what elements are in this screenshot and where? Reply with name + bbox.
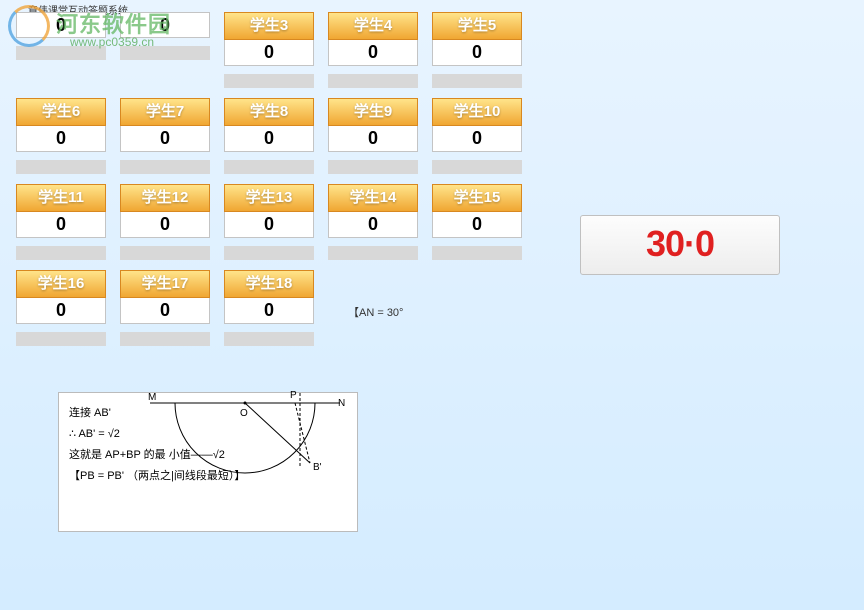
student-progress-bar: [120, 160, 210, 174]
geometry-diagram: M O P N B': [140, 388, 350, 488]
student-progress-bar: [432, 74, 522, 88]
student-card[interactable]: 学生80: [224, 98, 314, 174]
student-progress-bar: [328, 246, 418, 260]
student-progress-bar: [224, 160, 314, 174]
student-card[interactable]: 学生30: [224, 12, 314, 88]
student-header: 学生18: [224, 270, 314, 298]
student-card[interactable]: 学生100: [432, 98, 522, 174]
student-card[interactable]: 学生40: [328, 12, 418, 88]
student-card[interactable]: 学生160: [16, 270, 106, 346]
student-score: 0: [432, 212, 522, 238]
student-score: 0: [16, 298, 106, 324]
student-card[interactable]: 学生180: [224, 270, 314, 346]
student-progress-bar: [432, 160, 522, 174]
student-header: 学生4: [328, 12, 418, 40]
student-progress-bar: [120, 46, 210, 60]
angle-annotation: 【AN = 30°: [348, 304, 403, 320]
student-progress-bar: [16, 246, 106, 260]
point-M: M: [148, 392, 156, 403]
student-score: 0: [16, 126, 106, 152]
student-card[interactable]: 0: [120, 12, 210, 88]
student-score: 0: [16, 212, 106, 238]
student-header: 学生13: [224, 184, 314, 212]
point-P: P: [290, 390, 297, 401]
student-progress-bar: [16, 46, 106, 60]
student-score: 0: [432, 126, 522, 152]
student-header: 学生16: [16, 270, 106, 298]
student-card[interactable]: 学生70: [120, 98, 210, 174]
student-score: 0: [224, 40, 314, 66]
student-header: 学生12: [120, 184, 210, 212]
point-B: B': [313, 462, 322, 473]
student-score: 0: [120, 12, 210, 38]
student-header: 学生11: [16, 184, 106, 212]
student-header: 学生9: [328, 98, 418, 126]
student-header: 学生5: [432, 12, 522, 40]
student-card[interactable]: 学生60: [16, 98, 106, 174]
student-header: 学生3: [224, 12, 314, 40]
student-score: 0: [432, 40, 522, 66]
grid-row-2: 学生60学生70学生80学生90学生100: [16, 98, 522, 174]
student-card[interactable]: 学生120: [120, 184, 210, 260]
student-score: 0: [224, 126, 314, 152]
student-header: 学生6: [16, 98, 106, 126]
student-progress-bar: [120, 246, 210, 260]
timer-value: 30·0: [581, 216, 779, 272]
student-progress-bar: [432, 246, 522, 260]
student-progress-bar: [224, 332, 314, 346]
student-score: 0: [120, 126, 210, 152]
student-card[interactable]: 学生150: [432, 184, 522, 260]
student-card[interactable]: 学生110: [16, 184, 106, 260]
student-card[interactable]: 学生140: [328, 184, 418, 260]
student-progress-bar: [224, 246, 314, 260]
grid-row-4: 学生160学生170学生180: [16, 270, 522, 346]
student-progress-bar: [224, 74, 314, 88]
student-score: 0: [224, 212, 314, 238]
student-progress-bar: [16, 332, 106, 346]
student-header: 学生8: [224, 98, 314, 126]
student-card[interactable]: 学生130: [224, 184, 314, 260]
student-score: 0: [120, 298, 210, 324]
student-score: 0: [328, 40, 418, 66]
grid-row-1: 00学生30学生40学生50: [16, 12, 522, 88]
student-card[interactable]: 学生50: [432, 12, 522, 88]
student-score: 0: [16, 12, 106, 38]
student-score: 0: [328, 126, 418, 152]
student-header: 学生7: [120, 98, 210, 126]
student-header: 学生17: [120, 270, 210, 298]
student-progress-bar: [328, 160, 418, 174]
student-score: 0: [328, 212, 418, 238]
student-header: 学生10: [432, 98, 522, 126]
student-card[interactable]: 0: [16, 12, 106, 88]
student-card[interactable]: 学生170: [120, 270, 210, 346]
student-progress-bar: [328, 74, 418, 88]
point-N: N: [338, 398, 345, 409]
student-header: 学生15: [432, 184, 522, 212]
timer-display[interactable]: 30·0: [580, 215, 780, 275]
student-grid: 00学生30学生40学生50 学生60学生70学生80学生90学生100 学生1…: [16, 12, 522, 356]
student-card[interactable]: 学生90: [328, 98, 418, 174]
student-progress-bar: [16, 160, 106, 174]
student-score: 0: [224, 298, 314, 324]
grid-row-3: 学生110学生120学生130学生140学生150: [16, 184, 522, 260]
student-progress-bar: [120, 332, 210, 346]
point-O: O: [240, 408, 248, 419]
student-header: 学生14: [328, 184, 418, 212]
student-score: 0: [120, 212, 210, 238]
